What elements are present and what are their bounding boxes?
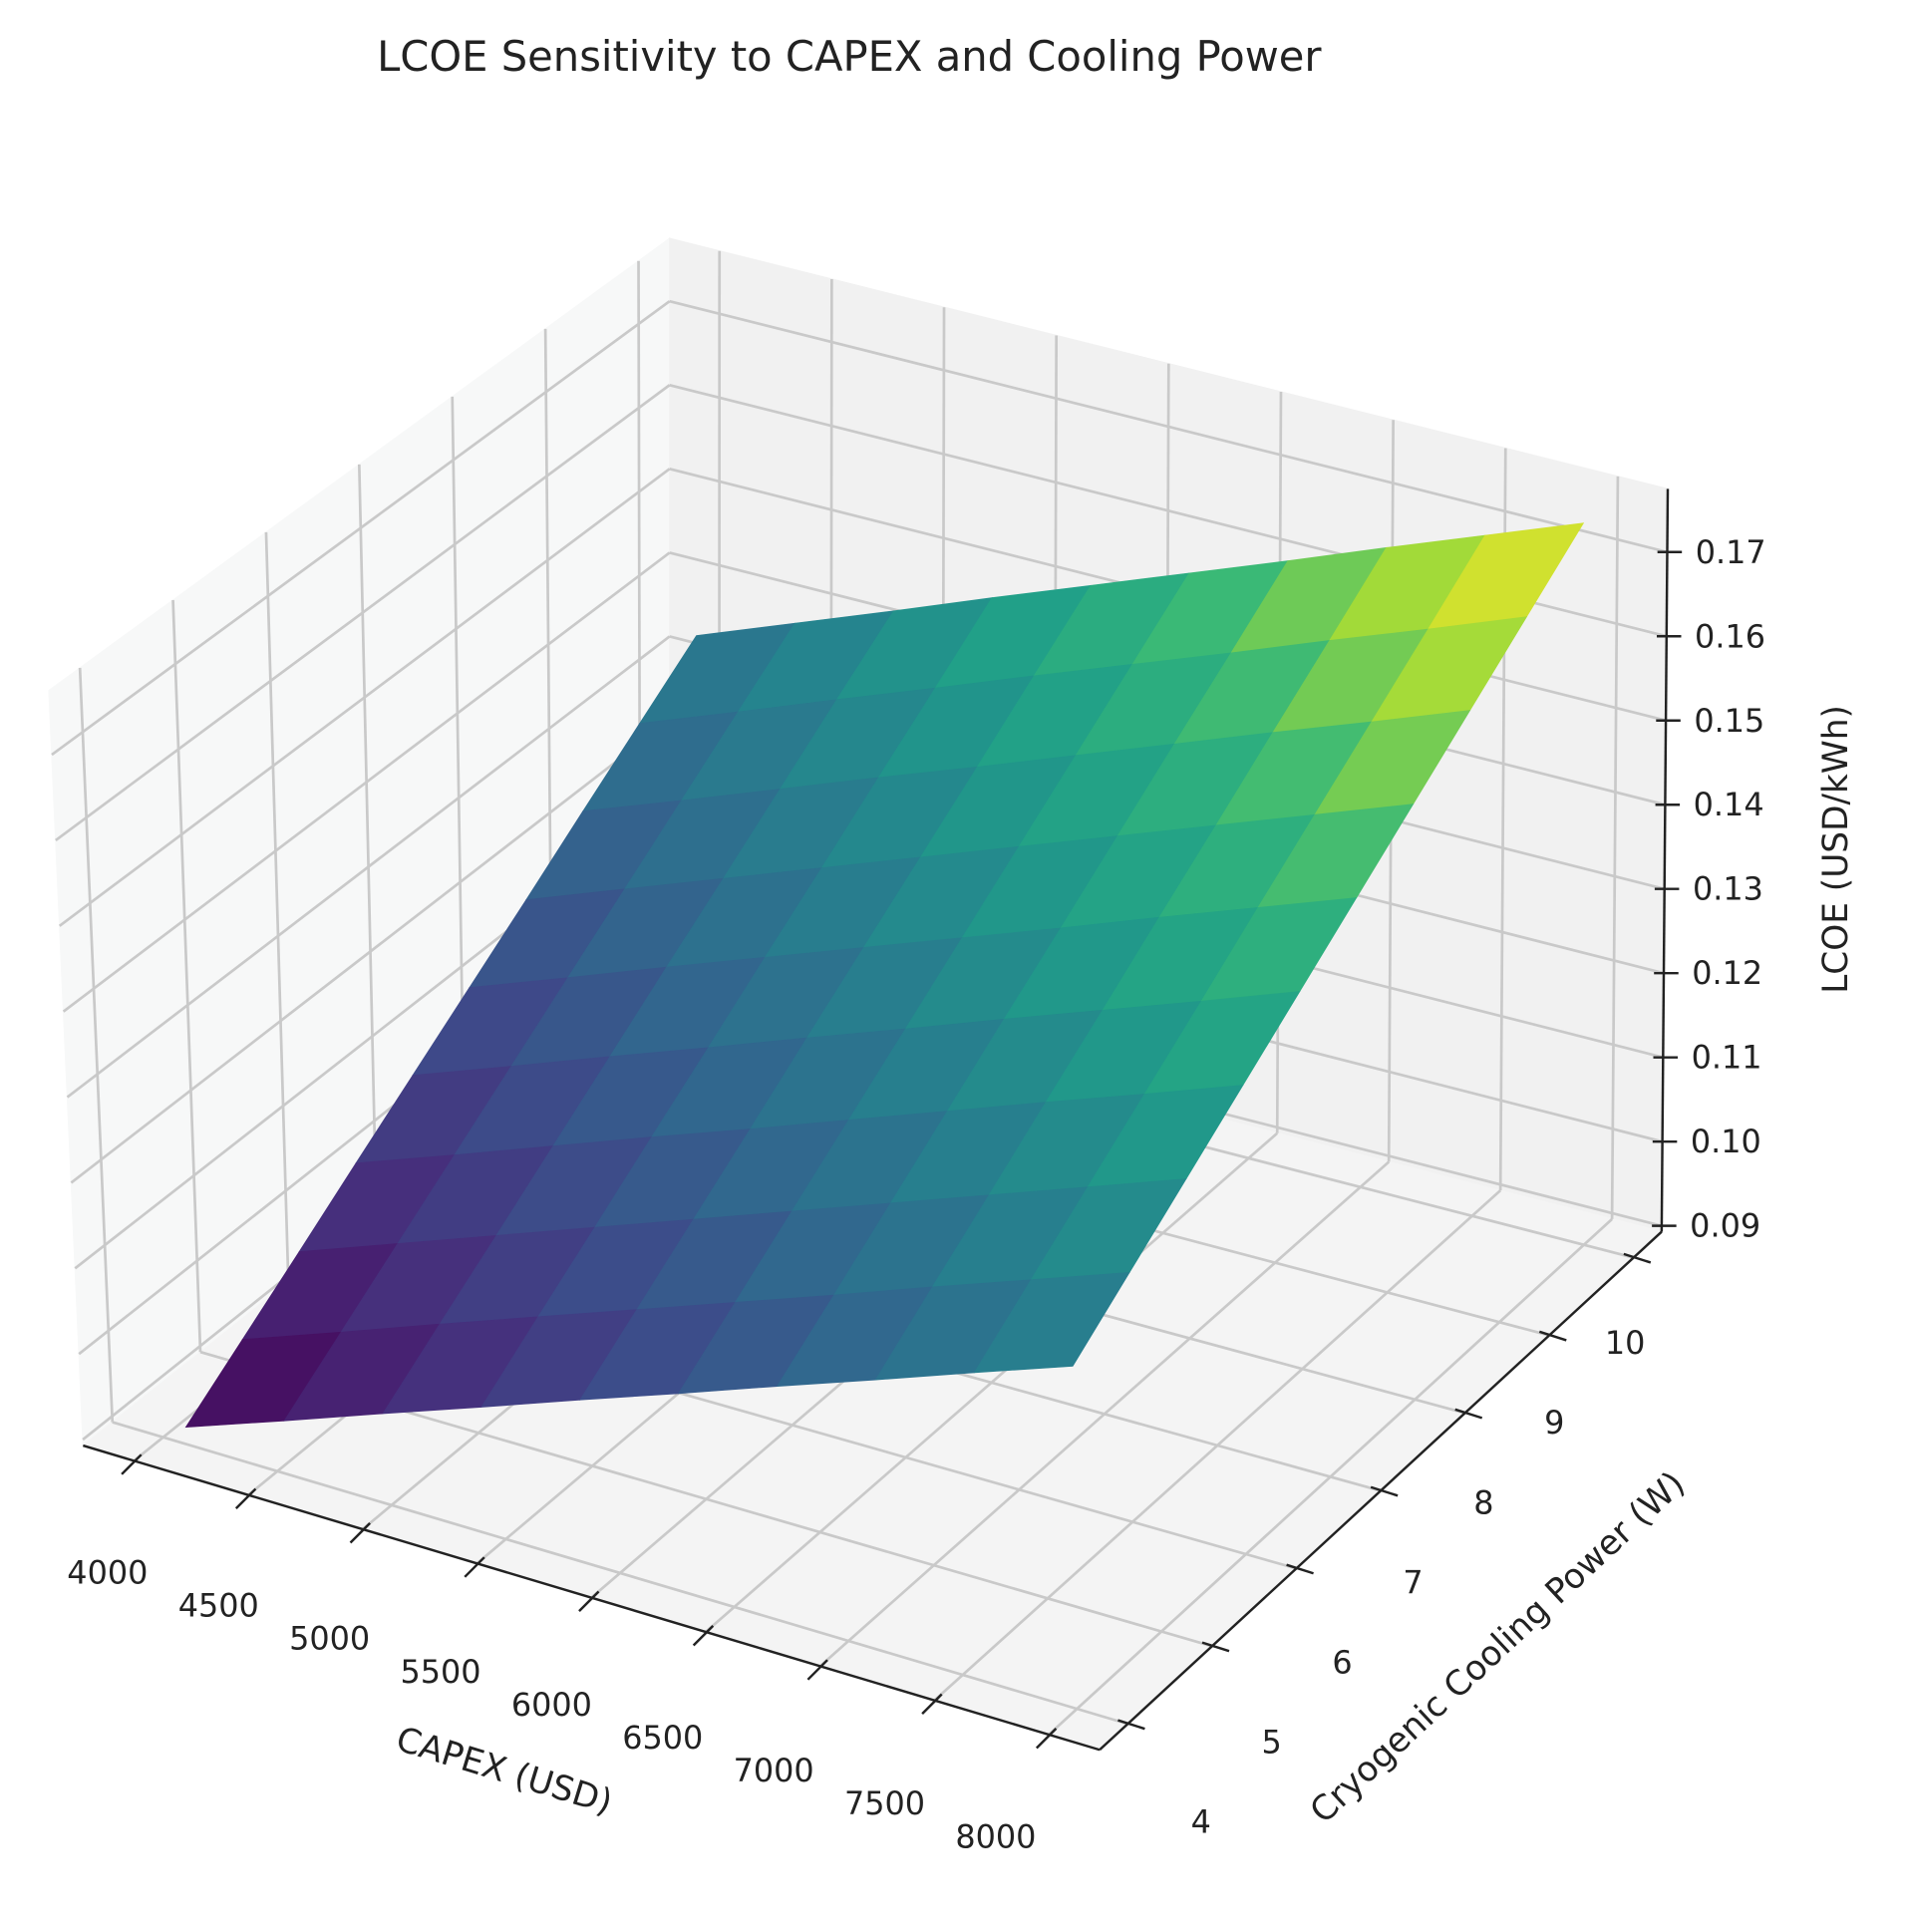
z-axis-label: LCOE (USD/kWh) xyxy=(1816,705,1856,994)
gridline-y-left xyxy=(357,464,378,1212)
gridline-x-floor xyxy=(933,1189,1502,1702)
z-tick-label: 0.17 xyxy=(1696,533,1766,571)
x-tick-mark xyxy=(921,1693,943,1716)
tick-labels: 4000 4500 5000 5500 6000 6500 7000 7500 8000 4 5 6 7… xyxy=(67,533,1765,1856)
x-tick-mark xyxy=(349,1521,371,1544)
y-tick-mark xyxy=(1623,1252,1652,1264)
z-tick-label: 0.13 xyxy=(1693,870,1763,908)
y-tick-mark xyxy=(1454,1408,1483,1420)
gridline-y-left xyxy=(264,531,290,1282)
y-axis-label: Cryogenic Cooling Power (W) xyxy=(1303,1463,1693,1831)
gridline-y-left xyxy=(78,667,115,1423)
y-tick-label: 9 xyxy=(1544,1404,1564,1442)
x-tick-mark xyxy=(464,1556,485,1578)
x-tick-mark xyxy=(806,1659,828,1681)
y-tick-mark xyxy=(1286,1563,1314,1575)
z-axis-line xyxy=(1660,488,1670,1232)
axis-lines xyxy=(82,488,1683,1752)
z-tick-label: 0.11 xyxy=(1692,1039,1762,1077)
x-tick-label: 6000 xyxy=(511,1686,592,1724)
x-tick-label: 5000 xyxy=(289,1620,370,1658)
chart-title: LCOE Sensitivity to CAPEX and Cooling Po… xyxy=(377,32,1322,81)
x-tick-label: 4000 xyxy=(67,1554,148,1592)
gridline-y-left xyxy=(171,599,202,1353)
y-tick-label: 5 xyxy=(1262,1724,1282,1762)
y-tick-label: 4 xyxy=(1191,1803,1211,1841)
x-tick-label: 4500 xyxy=(178,1587,259,1625)
z-tick-label: 0.12 xyxy=(1692,954,1762,992)
z-tick-label: 0.16 xyxy=(1695,617,1765,655)
gridline-x-floor xyxy=(705,1131,1279,1634)
y-tick-label: 6 xyxy=(1332,1643,1352,1681)
z-tick-label: 0.15 xyxy=(1694,702,1764,740)
x-tick-label: 5500 xyxy=(400,1653,480,1691)
x-tick-mark xyxy=(121,1453,143,1475)
surface-face xyxy=(973,1272,1130,1374)
x-tick-mark xyxy=(578,1590,600,1613)
y-tick-label: 8 xyxy=(1473,1483,1493,1521)
y-tick-mark xyxy=(1117,1719,1145,1731)
x-tick-mark xyxy=(1035,1727,1058,1750)
gridline-x-back xyxy=(1610,476,1620,1219)
x-tick-mark xyxy=(692,1624,715,1647)
y-tick-mark xyxy=(1370,1485,1399,1497)
x-tick-label: 6500 xyxy=(622,1719,703,1757)
y-tick-label: 10 xyxy=(1605,1324,1646,1362)
x-axis-label: CAPEX (USD) xyxy=(392,1720,617,1823)
x-tick-mark xyxy=(234,1487,257,1510)
z-tick-label: 0.09 xyxy=(1690,1207,1760,1245)
z-tick-label: 0.10 xyxy=(1691,1123,1761,1160)
x-tick-label: 7000 xyxy=(734,1752,814,1789)
z-tick-label: 0.14 xyxy=(1694,786,1764,823)
y-tick-label: 7 xyxy=(1403,1563,1423,1601)
gridline-x-floor xyxy=(818,1160,1391,1668)
y-tick-mark xyxy=(1201,1641,1230,1653)
surface xyxy=(184,522,1585,1429)
y-tick-mark xyxy=(1538,1330,1567,1342)
x-tick-label: 8000 xyxy=(955,1817,1036,1855)
x-tick-label: 7500 xyxy=(844,1784,925,1822)
gridline-x-floor xyxy=(1048,1217,1614,1736)
